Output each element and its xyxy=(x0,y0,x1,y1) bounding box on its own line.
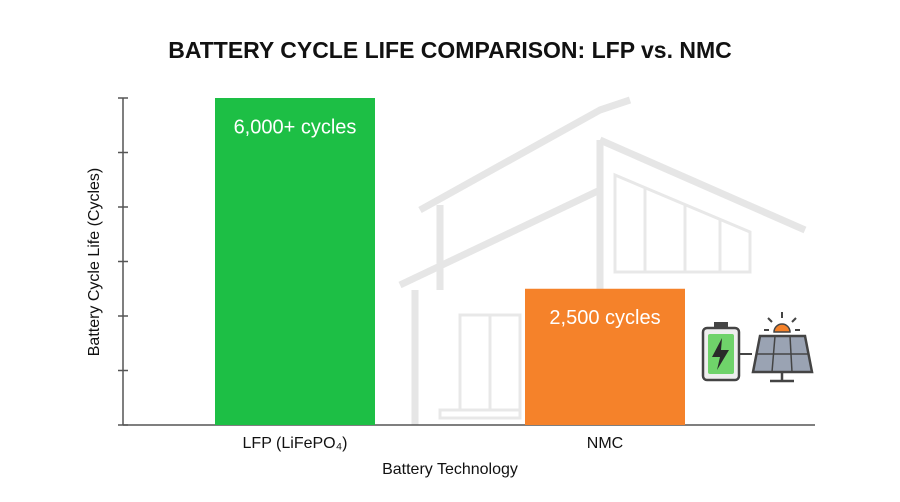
x-tick-label: LFP (LiFePO₄) xyxy=(243,435,348,452)
x-axis-label: Battery Technology xyxy=(382,461,518,478)
bar xyxy=(525,288,685,425)
value-label: 6,000+ cycles xyxy=(234,116,357,138)
background-house xyxy=(398,96,807,425)
value-label: 2,500 cycles xyxy=(549,307,660,329)
bar xyxy=(215,98,375,425)
y-axis-label: Battery Cycle Life (Cycles) xyxy=(86,168,103,357)
chart-title: BATTERY CYCLE LIFE COMPARISON: LFP vs. N… xyxy=(168,37,732,63)
battery-solar-icon xyxy=(701,312,814,383)
x-tick-label: NMC xyxy=(587,435,623,452)
